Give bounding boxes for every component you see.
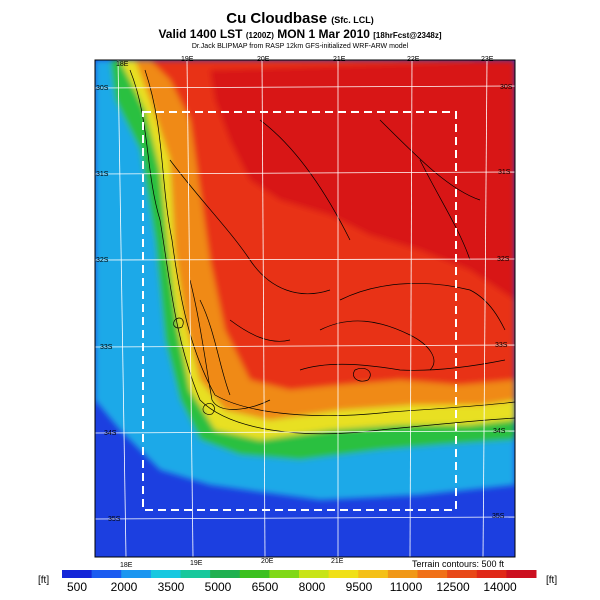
map-frame bbox=[94, 59, 516, 558]
lat-label-left-5: 35S bbox=[108, 516, 121, 523]
grid-line bbox=[186, 60, 194, 557]
colorbar-unit-right: [ft] bbox=[546, 575, 558, 586]
grid-line bbox=[95, 344, 515, 348]
colorbar-segment bbox=[269, 570, 300, 578]
grid-line bbox=[95, 430, 515, 434]
highest-zone bbox=[210, 60, 515, 300]
title-qualifier: (Sfc. LCL) bbox=[331, 15, 374, 25]
lon-label-top-2: 20E bbox=[257, 56, 270, 63]
colorbar-label-1: 2000 bbox=[110, 580, 138, 594]
lon-label-bottom-2: 20E bbox=[261, 558, 274, 565]
lon-label-top-0: 18E bbox=[116, 61, 129, 68]
colorbar-unit-left: [ft] bbox=[38, 575, 50, 586]
colorbar-segment bbox=[447, 570, 478, 578]
colorbar-segment bbox=[387, 570, 418, 578]
valid-forecast: [18hrFcst@2348z] bbox=[373, 31, 442, 40]
colorbar-segment bbox=[239, 570, 270, 578]
colorbar-segment bbox=[476, 570, 507, 578]
colorbar-segment bbox=[299, 570, 330, 578]
colorbar bbox=[62, 570, 537, 578]
valid-date: MON 1 Mar 2010 bbox=[277, 27, 370, 41]
colorbar-label-9: 14000 bbox=[483, 580, 517, 594]
title-text: Cu Cloudbase bbox=[226, 10, 328, 27]
colorbar-segment bbox=[121, 570, 152, 578]
lat-label-right-3: 33S bbox=[495, 342, 508, 349]
lat-label-right-4: 34S bbox=[493, 428, 506, 435]
terrain-contour-note: Terrain contours: 500 ft bbox=[411, 559, 504, 569]
lat-label-right-5: 35S bbox=[492, 513, 505, 520]
colorbar-label-5: 8000 bbox=[298, 580, 326, 594]
grid-line bbox=[117, 60, 127, 557]
valid-time-line: Valid 1400 LST (1200Z) MON 1 Mar 2010 [1… bbox=[0, 27, 600, 43]
grid-line bbox=[95, 516, 515, 520]
valid-z: (1200Z) bbox=[245, 31, 274, 40]
lon-label-top-5: 23E bbox=[481, 56, 494, 63]
colorbar-segment bbox=[180, 570, 211, 578]
valid-prefix: Valid 1400 LST bbox=[158, 27, 243, 41]
lat-label-left-2: 32S bbox=[96, 257, 109, 264]
lon-label-top-3: 21E bbox=[333, 56, 346, 63]
grid-line bbox=[95, 85, 515, 89]
domain-boundary bbox=[142, 111, 457, 511]
lat-lon-grid bbox=[95, 60, 515, 557]
colorbar-segment bbox=[210, 570, 241, 578]
lat-label-right-0: 30S bbox=[500, 84, 513, 91]
lat-label-left-4: 34S bbox=[104, 430, 117, 437]
grid-line bbox=[95, 258, 515, 261]
colorbar-label-7: 11000 bbox=[389, 580, 423, 594]
lat-label-right-2: 32S bbox=[497, 256, 510, 263]
lon-label-top-4: 22E bbox=[407, 56, 420, 63]
grid-line bbox=[409, 60, 413, 557]
lat-label-left-3: 33S bbox=[100, 344, 113, 351]
grid-line bbox=[482, 60, 488, 557]
cloudbase-field bbox=[95, 60, 515, 557]
colorbar-label-4: 6500 bbox=[251, 580, 279, 594]
grid-line bbox=[261, 60, 266, 557]
colorbar-segment bbox=[506, 570, 537, 578]
lon-label-bottom-0: 18E bbox=[120, 562, 133, 569]
colorbar-segment bbox=[328, 570, 359, 578]
colorbar-label-6: 9500 bbox=[345, 580, 373, 594]
colorbar-segment bbox=[91, 570, 122, 578]
colorbar-segment bbox=[62, 570, 93, 578]
lat-label-left-0: 30S bbox=[96, 85, 109, 92]
map-title: Cu Cloudbase (Sfc. LCL) bbox=[0, 10, 600, 29]
colorbar-label-3: 5000 bbox=[204, 580, 232, 594]
lat-label-right-1: 31S bbox=[498, 169, 511, 176]
colorbar-segment bbox=[417, 570, 448, 578]
colorbar-label-2: 3500 bbox=[157, 580, 185, 594]
model-credit: Dr.Jack BLIPMAP from RASP 12km GFS-initi… bbox=[191, 43, 409, 50]
colorbar-label-0: 500 bbox=[66, 580, 88, 594]
colorbar-segment bbox=[150, 570, 181, 578]
lat-label-left-1: 31S bbox=[96, 171, 109, 178]
grid-line bbox=[95, 171, 515, 175]
lon-label-top-1: 19E bbox=[181, 56, 194, 63]
lon-label-bottom-3: 21E bbox=[331, 558, 344, 565]
lon-label-bottom-1: 19E bbox=[190, 560, 203, 567]
colorbar-segment bbox=[358, 570, 389, 578]
colorbar-label-8: 12500 bbox=[436, 580, 470, 594]
